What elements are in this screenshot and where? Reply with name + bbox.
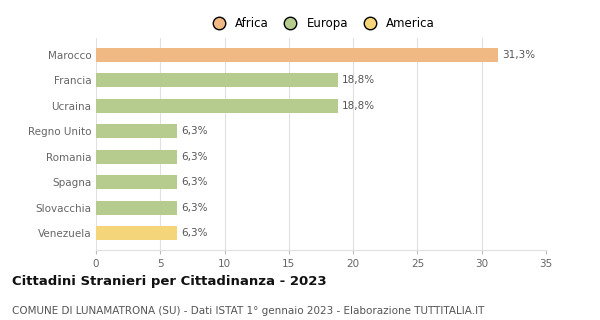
Text: Cittadini Stranieri per Cittadinanza - 2023: Cittadini Stranieri per Cittadinanza - 2… [12, 275, 326, 288]
Bar [96, 175, 177, 189]
Text: 31,3%: 31,3% [502, 50, 535, 60]
Text: 18,8%: 18,8% [341, 76, 374, 85]
Bar [96, 48, 499, 62]
Bar [96, 124, 177, 138]
Bar [96, 99, 338, 113]
Text: 6,3%: 6,3% [181, 203, 208, 212]
Bar [96, 73, 338, 87]
Text: 6,3%: 6,3% [181, 228, 208, 238]
Legend: Africa, Europa, America: Africa, Europa, America [202, 12, 440, 35]
Text: 18,8%: 18,8% [341, 101, 374, 111]
Text: 6,3%: 6,3% [181, 152, 208, 162]
Bar [96, 226, 177, 240]
Text: 6,3%: 6,3% [181, 126, 208, 136]
Bar [96, 201, 177, 215]
Text: COMUNE DI LUNAMATRONA (SU) - Dati ISTAT 1° gennaio 2023 - Elaborazione TUTTITALI: COMUNE DI LUNAMATRONA (SU) - Dati ISTAT … [12, 306, 484, 316]
Bar [96, 150, 177, 164]
Text: 6,3%: 6,3% [181, 177, 208, 187]
